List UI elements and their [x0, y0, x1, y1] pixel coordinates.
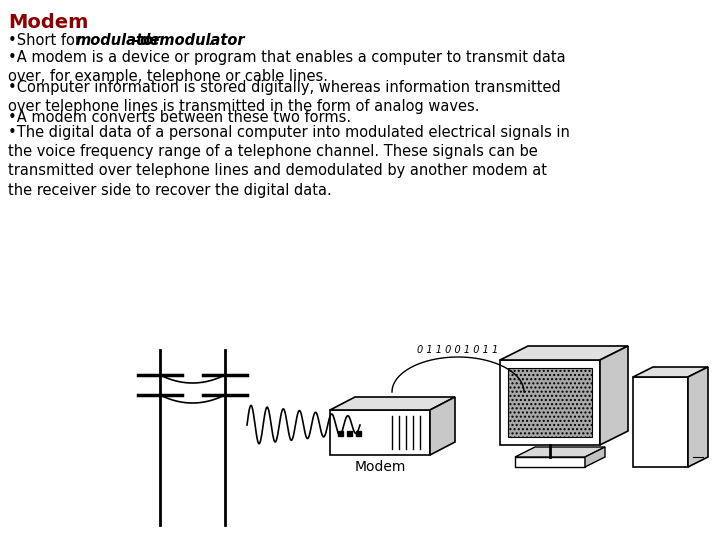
Text: Modem: Modem [8, 13, 89, 32]
Text: •The digital data of a personal computer into modulated electrical signals in
th: •The digital data of a personal computer… [8, 125, 570, 198]
Polygon shape [330, 397, 455, 410]
Text: •A modem is a device or program that enables a computer to transmit data
over, f: •A modem is a device or program that ena… [8, 50, 566, 84]
Polygon shape [633, 377, 688, 467]
Bar [338, 431, 343, 436]
Polygon shape [500, 360, 600, 445]
Polygon shape [430, 397, 455, 455]
Polygon shape [633, 367, 708, 377]
Text: 0 1 1 0 0 1 0 1 1: 0 1 1 0 0 1 0 1 1 [418, 345, 499, 355]
Text: .: . [207, 33, 212, 48]
Text: Modem: Modem [354, 460, 405, 474]
Polygon shape [600, 346, 628, 445]
Bar [347, 431, 352, 436]
Polygon shape [688, 367, 708, 467]
Polygon shape [508, 368, 592, 437]
Polygon shape [515, 457, 585, 467]
Polygon shape [500, 346, 628, 360]
Text: •Computer information is stored digitally, whereas information transmitted
over : •Computer information is stored digitall… [8, 80, 561, 114]
Text: •A modem converts between these two forms.: •A modem converts between these two form… [8, 110, 351, 125]
Polygon shape [515, 447, 605, 457]
Text: •Short for: •Short for [8, 33, 86, 48]
Polygon shape [585, 447, 605, 467]
Text: modulator: modulator [76, 33, 161, 48]
Polygon shape [330, 410, 430, 455]
Text: -: - [132, 33, 138, 48]
Bar [356, 431, 361, 436]
Text: demodulator: demodulator [139, 33, 245, 48]
